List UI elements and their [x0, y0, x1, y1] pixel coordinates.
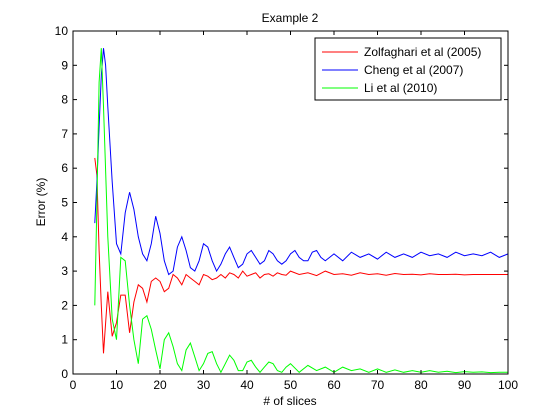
x-tick-label: 30 [197, 378, 211, 392]
y-tick-label: 5 [61, 196, 68, 210]
x-axis: 0 10 20 30 40 50 60 70 80 90 100 [70, 31, 518, 392]
y-axis-label: Error (%) [34, 178, 48, 227]
x-tick-label: 50 [284, 378, 298, 392]
y-tick-label: 3 [61, 264, 68, 278]
y-tick-label: 4 [61, 230, 68, 244]
y-tick-label: 2 [61, 298, 68, 312]
x-tick-label: 70 [371, 378, 385, 392]
x-tick-label: 80 [414, 378, 428, 392]
y-tick-label: 9 [61, 58, 68, 72]
y-tick-label: 1 [61, 333, 68, 347]
y-tick-label: 7 [61, 127, 68, 141]
legend-box [314, 37, 502, 101]
x-tick-label: 20 [153, 378, 167, 392]
x-tick-label: 90 [458, 378, 472, 392]
series-line-2 [94, 48, 509, 276]
x-tick-label: 40 [240, 378, 254, 392]
legend-label-3: Li et al (2010) [364, 81, 437, 95]
x-tick-label: 0 [70, 378, 77, 392]
y-tick-label: 10 [55, 24, 69, 38]
series-layer [94, 48, 509, 374]
y-axis: 0 1 2 3 4 5 6 7 8 9 10 [55, 24, 508, 381]
x-axis-label: # of slices [263, 394, 316, 408]
chart-title: Example 2 [262, 11, 319, 25]
series-line-3 [94, 48, 508, 374]
legend-label-2: Cheng et al (2007) [364, 63, 463, 77]
y-tick-label: 8 [61, 93, 68, 107]
y-tick-label: 6 [61, 161, 68, 175]
legend-label-1: Zolfaghari et al (2005) [364, 45, 481, 59]
x-tick-label: 60 [327, 378, 341, 392]
x-tick-label: 10 [110, 378, 124, 392]
y-tick-label: 0 [61, 367, 68, 381]
legend: Zolfaghari et al (2005) Cheng et al (2007… [314, 37, 502, 101]
series-line-1 [94, 157, 508, 354]
x-tick-label: 100 [498, 378, 518, 392]
